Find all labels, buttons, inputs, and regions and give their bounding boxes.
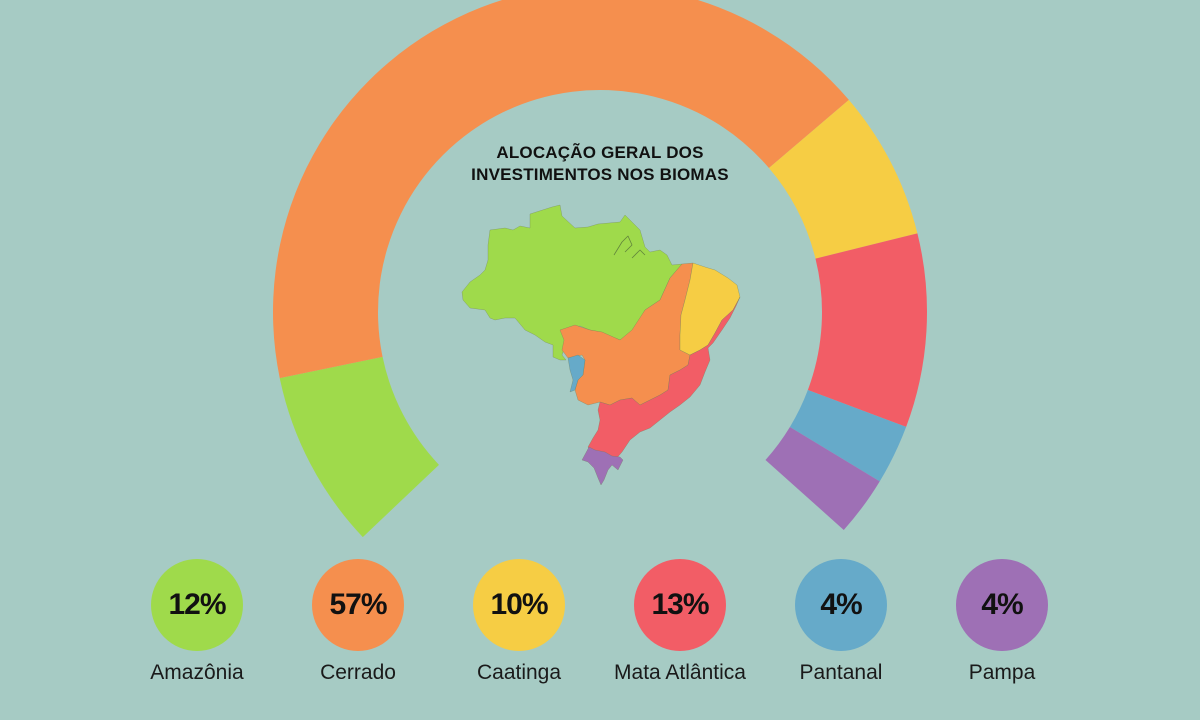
legend-bubble-mata-atlantica: 13% [634, 559, 726, 651]
legend-bubble-pampa: 4% [956, 559, 1048, 651]
map-region-amazonia [461, 204, 683, 361]
legend-label-cerrado: Cerrado [320, 661, 396, 684]
legend-label-amazonia: Amazônia [150, 661, 244, 684]
legend-value-mata-atlantica: 13% [651, 588, 709, 621]
legend-item-mata-atlantica: 13% Mata Atlântica [600, 559, 760, 685]
legend-item-caatinga: 10% Caatinga [439, 559, 599, 685]
chart-title-line-1: ALOCAÇÃO GERAL DOS [496, 143, 704, 162]
amazon-delta-detail [613, 235, 646, 259]
legend-item-pampa: 4% Pampa [922, 559, 1082, 685]
legend-label-mata-atlantica: Mata Atlântica [614, 661, 746, 684]
legend-item-pantanal: 4% Pantanal [761, 559, 921, 685]
map-region-pampa [581, 446, 624, 486]
legend-value-cerrado: 57% [329, 588, 387, 621]
legend-label-pantanal: Pantanal [799, 661, 883, 684]
arc-segment-caatinga [768, 99, 918, 259]
legend-bubble-amazonia: 12% [151, 559, 243, 651]
arc-segment-amazonia [279, 356, 439, 538]
arc-segment-pampa [765, 426, 880, 530]
arc-segment-cerrado [273, 0, 849, 379]
legend-label-caatinga: Caatinga [476, 661, 562, 684]
chart-title: ALOCAÇÃO GERAL DOS INVESTIMENTOS NOS BIO… [400, 142, 800, 186]
legend-item-amazonia: 12% Amazônia [117, 559, 277, 685]
legend-value-amazonia: 12% [168, 588, 226, 621]
legend-bubble-caatinga: 10% [473, 559, 565, 651]
map-region-mata-atlantica [587, 296, 741, 463]
arc-segment-mata-atlantica [807, 233, 927, 427]
legend-bubble-cerrado: 57% [312, 559, 404, 651]
legend-value-pampa: 4% [981, 588, 1023, 621]
chart-title-line-2: INVESTIMENTOS NOS BIOMAS [471, 165, 729, 184]
legend-value-pantanal: 4% [820, 588, 862, 621]
legend-label-pampa: Pampa [968, 661, 1036, 684]
legend-item-cerrado: 57% Cerrado [278, 559, 438, 685]
arc-segment-pantanal [789, 390, 907, 482]
legend-bubble-pantanal: 4% [795, 559, 887, 651]
map-region-pantanal [567, 354, 586, 393]
legend-value-caatinga: 10% [490, 588, 548, 621]
brazil-biome-map [461, 204, 741, 486]
